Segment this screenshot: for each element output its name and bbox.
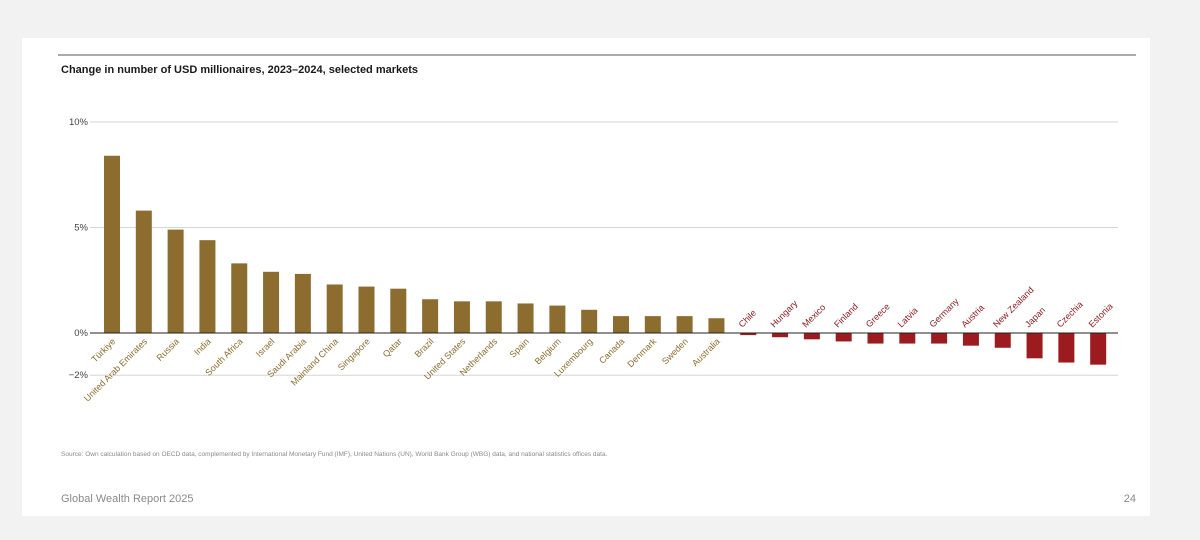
- bars: [104, 155, 1107, 365]
- bar: [549, 305, 566, 333]
- category-label: Singapore: [336, 336, 372, 372]
- bar: [994, 333, 1011, 348]
- category-label: Austria: [959, 303, 986, 330]
- category-label: Sweden: [660, 336, 690, 366]
- bar: [772, 333, 789, 338]
- y-axis-ticks: 10% 5% 0% −2%: [69, 117, 89, 381]
- category-label: Chile: [737, 308, 759, 330]
- bar: [1058, 333, 1075, 363]
- category-label: Qatar: [381, 336, 404, 359]
- bar: [581, 309, 598, 333]
- bar: [962, 333, 979, 346]
- category-label: Canada: [597, 336, 626, 365]
- category-label: United Arab Emirates: [82, 336, 150, 404]
- category-label: Spain: [508, 336, 531, 359]
- bar: [231, 263, 248, 333]
- category-label: India: [192, 336, 213, 357]
- bar: [422, 299, 439, 333]
- category-label: Estonia: [1087, 301, 1115, 329]
- category-label: Australia: [690, 336, 722, 368]
- chart-title: Change in number of USD millionaires, 20…: [61, 64, 418, 76]
- category-label: Mexico: [800, 302, 827, 329]
- bar: [1026, 333, 1043, 359]
- bar: [1090, 333, 1107, 365]
- gridlines: [90, 121, 1118, 376]
- y-tick-label: 10%: [69, 117, 89, 128]
- bar: [803, 333, 820, 340]
- category-label: Japan: [1023, 305, 1047, 329]
- bar: [931, 333, 948, 344]
- bar: [199, 240, 216, 333]
- source-note: Source: Own calculation based on OECD da…: [61, 451, 608, 458]
- bar: [135, 210, 152, 333]
- category-label: Germany: [927, 296, 961, 330]
- category-label: Latvia: [896, 305, 920, 329]
- y-tick-label: 5%: [74, 223, 88, 234]
- bar: [644, 316, 661, 333]
- report-page: Change in number of USD millionaires, 20…: [22, 38, 1150, 516]
- bar: [485, 301, 502, 333]
- category-label: Russia: [155, 336, 182, 363]
- bar: [517, 303, 534, 333]
- page-number: 24: [1124, 493, 1136, 505]
- category-label: Belgium: [533, 336, 563, 366]
- bar: [358, 286, 375, 333]
- bar: [613, 316, 629, 333]
- bar: [867, 333, 884, 344]
- bar: [326, 284, 343, 333]
- category-label: Denmark: [625, 336, 658, 369]
- y-tick-label: 0%: [74, 328, 88, 339]
- y-tick-label: −2%: [69, 370, 89, 381]
- bar: [104, 155, 120, 333]
- category-label: Czechia: [1055, 299, 1085, 329]
- category-label: Hungary: [768, 298, 799, 329]
- category-label: Brazil: [413, 336, 436, 359]
- bar: [676, 316, 693, 333]
- category-label: Greece: [864, 301, 892, 329]
- bar: [740, 333, 757, 336]
- bar: [708, 318, 725, 333]
- bar: [835, 333, 852, 342]
- bar: [167, 229, 184, 333]
- bar: [294, 273, 311, 333]
- chart: Change in number of USD millionaires, 20…: [58, 54, 1136, 505]
- bar: [263, 271, 280, 333]
- category-label: Finland: [832, 301, 860, 329]
- category-label: Israel: [254, 336, 277, 359]
- bar: [453, 301, 470, 333]
- publication-name: Global Wealth Report 2025: [61, 493, 194, 505]
- bar: [899, 333, 916, 344]
- category-label: Türkiye: [89, 336, 117, 364]
- bar: [390, 288, 407, 333]
